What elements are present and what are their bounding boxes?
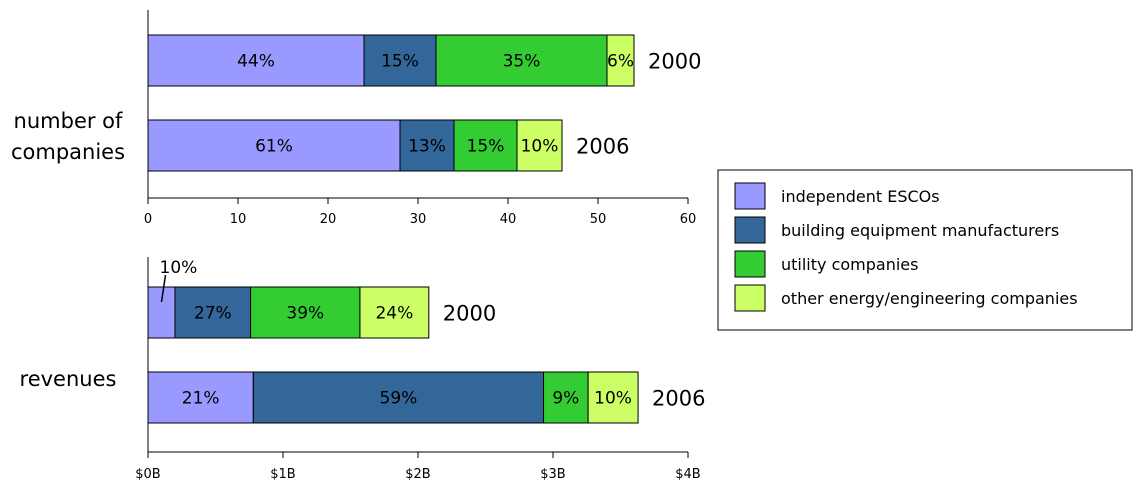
bar-segment-independent-escos	[147, 286, 176, 339]
bar-segment-label: 13%	[408, 137, 446, 157]
legend-label: other energy/engineering companies	[781, 289, 1078, 308]
bar-segment-utility-companies	[250, 286, 361, 339]
legend-label: utility companies	[781, 255, 918, 274]
bar-segment-label: 21%	[182, 389, 220, 409]
category-label-2000: 2000	[648, 50, 701, 74]
companies-axis-label-line2: companies	[11, 140, 125, 164]
callout-leader-line	[160, 274, 167, 303]
bar-segment-label: 10%	[160, 258, 198, 278]
bar-segment-building-equipment-manufacturers	[252, 371, 545, 424]
bar-segment-label: 39%	[286, 304, 324, 324]
legend-frame	[717, 169, 1133, 331]
legend: independent ESCOs building equipment manu…	[717, 169, 1133, 331]
category-label-2006: 2006	[652, 387, 705, 411]
legend-swatch-utility-companies	[734, 250, 766, 278]
x-tick-label: 0	[144, 212, 152, 227]
bar-segment-label: 15%	[381, 52, 419, 72]
bar-segment-label: 24%	[375, 304, 413, 324]
bar-segment-label: 27%	[194, 304, 232, 324]
x-tick-label: 50	[590, 212, 607, 227]
bar-segment-other-energy-engineering-companies	[516, 119, 563, 172]
x-tick-label: $1B	[270, 467, 295, 482]
bar-segment-label: 59%	[380, 389, 418, 409]
x-tick-label: $3B	[540, 467, 565, 482]
x-tick-label: $2B	[405, 467, 430, 482]
x-tick-label: 30	[410, 212, 427, 227]
bar-segment-label: 6%	[607, 52, 634, 72]
legend-label: building equipment manufacturers	[781, 221, 1059, 240]
bar-segment-other-energy-engineering-companies	[587, 371, 639, 424]
legend-swatch-other-energy-engineering-companies	[734, 284, 766, 312]
x-tick-label: 10	[230, 212, 247, 227]
bar-segment-building-equipment-manufacturers	[363, 34, 437, 87]
bar-segment-utility-companies	[453, 119, 518, 172]
legend-label: independent ESCOs	[781, 187, 940, 206]
companies-axis-label-line1: number of	[14, 109, 123, 133]
bar-segment-label: 44%	[237, 52, 275, 72]
bar-segment-other-energy-engineering-companies	[606, 34, 635, 87]
x-tick-label: $0B	[135, 467, 160, 482]
bar-segment-other-energy-engineering-companies	[359, 286, 430, 339]
legend-swatch-building-equipment-manufacturers	[734, 216, 766, 244]
bar-segment-label: 61%	[255, 137, 293, 157]
companies-panel: number of companies 0 10 20 30 40 50 60 44% 15% 3…	[11, 10, 701, 227]
bar-segment-label: 10%	[521, 137, 559, 157]
bar-segment-building-equipment-manufacturers	[399, 119, 455, 172]
category-label-2000: 2000	[443, 302, 496, 326]
bar-segment-independent-escos	[147, 119, 401, 172]
bar-segment-label: 10%	[594, 389, 632, 409]
x-tick-label: 60	[680, 212, 697, 227]
bar-segment-building-equipment-manufacturers	[174, 286, 252, 339]
bar-segment-label: 15%	[467, 137, 505, 157]
bar-segment-label: 35%	[503, 52, 541, 72]
legend-swatch-independent-escos	[734, 182, 766, 210]
x-tick-label: $4B	[675, 467, 700, 482]
category-label-2006: 2006	[576, 135, 629, 159]
bar-segment-utility-companies	[435, 34, 608, 87]
revenues-panel: revenues $0B $1B $2B $3B $4B 10% 27% 39% 24% 2000…	[20, 257, 706, 482]
revenues-axis-label: revenues	[20, 367, 117, 391]
bar-segment-label: 9%	[552, 389, 579, 409]
x-tick-label: 40	[500, 212, 517, 227]
x-tick-label: 20	[320, 212, 337, 227]
